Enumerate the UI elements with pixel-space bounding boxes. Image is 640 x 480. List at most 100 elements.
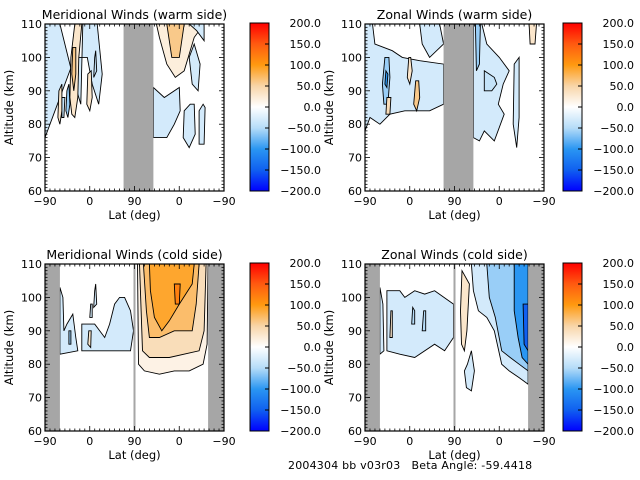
- chart-title: Meridional Winds (warm side): [42, 7, 227, 22]
- y-tick-label: 90: [348, 85, 362, 98]
- x-axis-label: Lat (deg): [108, 448, 160, 462]
- no-data-band: [443, 24, 474, 191]
- y-tick-label: 100: [341, 51, 362, 64]
- x-tick-label: 90: [448, 195, 462, 208]
- colorbar: 200.0 150.0 100.0 50.0 0.0 −50.0 −100.0 −150.0 −…: [249, 17, 322, 198]
- contour-region: [188, 24, 205, 43]
- chart-title: Zonal Winds (cold side): [381, 247, 527, 262]
- contour-region: [474, 24, 481, 71]
- y-tick-label: 100: [21, 51, 42, 64]
- y-axis-label: Altitude (km): [2, 310, 16, 385]
- colorbar-tick-label: −150.0: [280, 404, 321, 417]
- x-tick-label: 0: [496, 195, 503, 208]
- contour-region: [528, 24, 537, 45]
- y-axis-label: Altitude (km): [2, 70, 16, 145]
- colorbar: 200.0 150.0 100.0 50.0 0.0 −50.0 −100.0 −150.0 −…: [562, 17, 635, 198]
- no-data-band: [365, 264, 380, 431]
- x-tick-label: 90: [128, 435, 142, 448]
- x-tick-label: −90: [532, 195, 555, 208]
- colorbar-tick-label: 200.0: [603, 257, 635, 270]
- contour-region: [483, 69, 498, 92]
- plot-area: [45, 24, 224, 191]
- y-tick-label: 90: [28, 325, 42, 338]
- panel-meridional-warm: 60 70 80 90 100 110 −90 0 90 0 −90 Meridional Winds…: [2, 7, 321, 222]
- x-tick-label: −90: [33, 195, 56, 208]
- contour-region: [86, 69, 93, 113]
- contour-region: [460, 269, 470, 353]
- y-tick-label: 70: [348, 392, 362, 405]
- plot-area: [365, 264, 544, 431]
- version-code: v03r03: [360, 459, 401, 472]
- contour-region: [93, 50, 98, 78]
- x-tick-label: 0: [406, 195, 413, 208]
- y-tick-label: 70: [28, 392, 42, 405]
- colorbar-tick-label: 150.0: [290, 278, 322, 291]
- colorbar-tick-label: 100.0: [290, 59, 322, 72]
- no-data-band: [123, 24, 154, 191]
- x-tick-label: −90: [532, 435, 555, 448]
- colorbar-tick-label: −100.0: [593, 383, 634, 396]
- no-data-band: [528, 264, 544, 431]
- y-tick-label: 110: [21, 18, 42, 31]
- colorbar-tick-label: −100.0: [280, 143, 321, 156]
- panel-meridional-cold: 60 70 80 90 100 110 −90 0 90 0 −90 Meridional Winds…: [2, 247, 321, 462]
- colorbar-tick-label: 100.0: [603, 299, 635, 312]
- y-tick-label: 90: [348, 325, 362, 338]
- colorbar-tick-label: −100.0: [280, 383, 321, 396]
- contour-region: [413, 80, 421, 113]
- colorbar-tick-label: −200.0: [593, 425, 634, 438]
- contour-region: [411, 305, 416, 325]
- colorbar-tick-label: 0.0: [617, 341, 635, 354]
- no-data-band: [208, 264, 224, 431]
- y-tick-label: 80: [28, 118, 42, 131]
- contour-region: [87, 330, 92, 349]
- colorbar-tick-label: −50.0: [600, 362, 634, 375]
- contour-region: [173, 283, 181, 305]
- contour-region: [148, 264, 195, 332]
- contour-region: [385, 97, 392, 115]
- x-axis-label: Lat (deg): [108, 208, 160, 222]
- y-tick-label: 110: [21, 258, 42, 271]
- colorbar-tick-label: −200.0: [280, 185, 321, 198]
- x-tick-label: −90: [33, 435, 56, 448]
- colorbar-tick-label: 50.0: [610, 320, 635, 333]
- colorbar-tick-label: −150.0: [280, 164, 321, 177]
- plot-area: [365, 24, 544, 191]
- colorbar-tick-label: 150.0: [290, 38, 322, 51]
- colorbar-tick-label: 200.0: [290, 17, 322, 30]
- no-data-band: [45, 264, 60, 431]
- contour-region: [463, 350, 475, 392]
- colorbar-tick-label: −200.0: [593, 185, 634, 198]
- contour-region: [93, 283, 98, 309]
- chart-title: Zonal Winds (warm side): [377, 7, 532, 22]
- colorbar-tick-label: −50.0: [287, 122, 321, 135]
- x-tick-label: 90: [448, 435, 462, 448]
- colorbar-tick-label: −150.0: [593, 164, 634, 177]
- x-tick-label: 0: [406, 435, 413, 448]
- y-tick-label: 70: [28, 152, 42, 165]
- colorbar-tick-label: 100.0: [290, 299, 322, 312]
- contour-region: [166, 24, 185, 58]
- colorbar-tick-label: 50.0: [297, 80, 322, 93]
- colorbar-tick-label: −50.0: [600, 122, 634, 135]
- colorbar-tick-label: 0.0: [304, 101, 322, 114]
- contour-region: [57, 83, 63, 125]
- beta-angle-value: -59.4418: [481, 459, 533, 472]
- beta-angle-label: Beta Angle:: [411, 459, 478, 472]
- contour-region: [512, 56, 520, 148]
- contour-region: [152, 86, 181, 139]
- contour-region: [419, 24, 445, 59]
- contour-region: [406, 56, 413, 86]
- y-tick-label: 60: [348, 425, 362, 438]
- contour-region: [198, 103, 206, 145]
- y-tick-label: 60: [348, 185, 362, 198]
- y-tick-label: 80: [348, 118, 362, 131]
- colorbar: 200.0 150.0 100.0 50.0 0.0 −50.0 −100.0 −150.0 −…: [249, 257, 322, 438]
- y-axis-label: Altitude (km): [322, 70, 336, 145]
- no-data-band: [453, 264, 456, 431]
- contour-region: [59, 287, 79, 355]
- colorbar-tick-label: 50.0: [610, 80, 635, 93]
- colorbar-tick-label: −150.0: [593, 404, 634, 417]
- contour-region: [522, 303, 529, 353]
- colorbar-tick-label: −100.0: [593, 143, 634, 156]
